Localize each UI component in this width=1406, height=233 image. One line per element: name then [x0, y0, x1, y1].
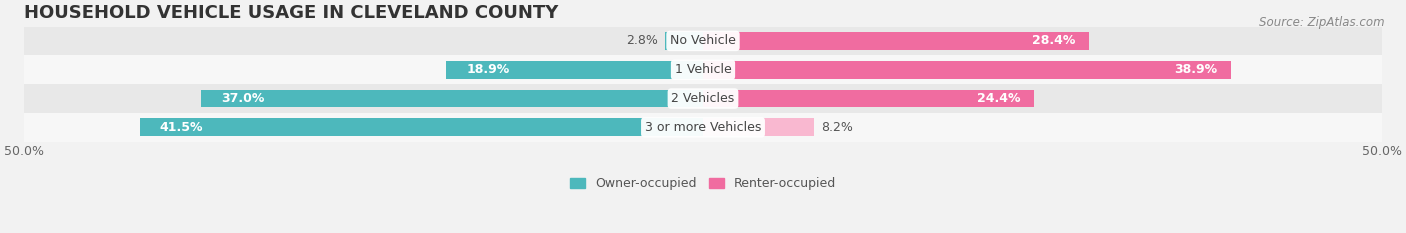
Bar [703, 32, 1088, 50]
Bar [24, 27, 1382, 55]
Bar [24, 55, 1382, 84]
Text: 41.5%: 41.5% [160, 121, 204, 134]
Bar [446, 61, 703, 79]
Bar [665, 32, 703, 50]
Text: No Vehicle: No Vehicle [671, 34, 735, 47]
Text: HOUSEHOLD VEHICLE USAGE IN CLEVELAND COUNTY: HOUSEHOLD VEHICLE USAGE IN CLEVELAND COU… [24, 4, 558, 22]
Bar [24, 113, 1382, 142]
Bar [703, 118, 814, 136]
Text: 2.8%: 2.8% [626, 34, 658, 47]
Text: 8.2%: 8.2% [821, 121, 853, 134]
Bar [703, 90, 1035, 107]
Text: 3 or more Vehicles: 3 or more Vehicles [645, 121, 761, 134]
Text: 28.4%: 28.4% [1032, 34, 1076, 47]
Text: 37.0%: 37.0% [221, 92, 264, 105]
Legend: Owner-occupied, Renter-occupied: Owner-occupied, Renter-occupied [565, 172, 841, 195]
Text: 24.4%: 24.4% [977, 92, 1021, 105]
Text: 38.9%: 38.9% [1174, 63, 1218, 76]
Text: 18.9%: 18.9% [467, 63, 510, 76]
Bar [139, 118, 703, 136]
Text: 2 Vehicles: 2 Vehicles [672, 92, 734, 105]
Text: Source: ZipAtlas.com: Source: ZipAtlas.com [1260, 16, 1385, 29]
Bar [24, 84, 1382, 113]
Bar [201, 90, 703, 107]
Text: 1 Vehicle: 1 Vehicle [675, 63, 731, 76]
Bar [703, 61, 1232, 79]
